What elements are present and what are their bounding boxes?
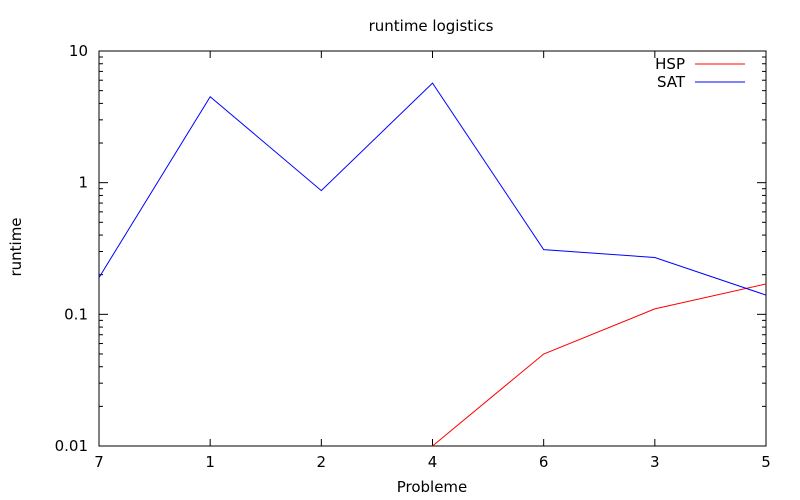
y-axis-label: runtime xyxy=(7,217,25,276)
chart-title: runtime logistics xyxy=(369,17,494,35)
series-line-hsp xyxy=(432,283,767,447)
x-tick-label: 2 xyxy=(317,453,327,471)
y-tick-label: 10 xyxy=(69,42,88,60)
legend-label-sat: SAT xyxy=(657,73,686,91)
y-tick-label: 1 xyxy=(78,174,88,192)
y-tick-label: 0.01 xyxy=(55,437,88,455)
x-tick-label: 1 xyxy=(205,453,215,471)
legend-label-hsp: HSP xyxy=(655,55,685,73)
plot-frame xyxy=(98,50,767,447)
x-tick-label: 3 xyxy=(650,453,660,471)
x-tick-label: 5 xyxy=(761,453,771,471)
x-axis-label: Probleme xyxy=(397,478,468,496)
series-lines xyxy=(98,82,767,447)
axis-ticks: 7 1 2 4 6 3 5 0.01 0.1 1 10 xyxy=(55,42,771,471)
series-line-sat xyxy=(98,82,767,296)
y-tick-label: 0.1 xyxy=(64,305,88,323)
x-tick-label: 6 xyxy=(539,453,549,471)
x-tick-label: 7 xyxy=(94,453,104,471)
x-tick-label: 4 xyxy=(428,453,438,471)
